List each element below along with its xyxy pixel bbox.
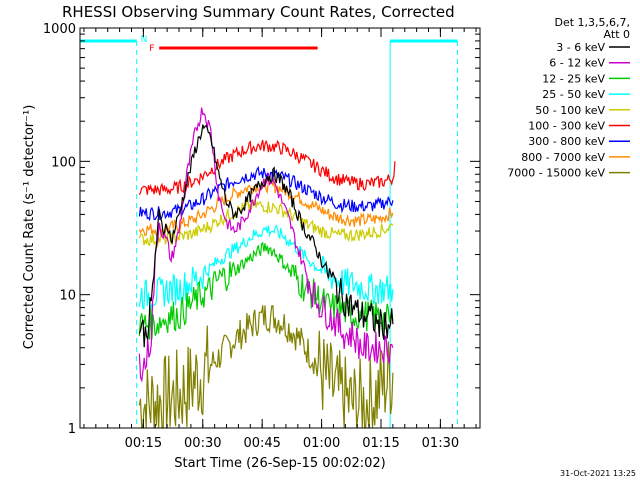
x-tick-label: 00:15: [125, 436, 162, 451]
legend-label: 12 - 25 keV: [542, 72, 605, 85]
legend-label: 50 - 100 keV: [535, 104, 605, 117]
x-tick-label: 01:15: [362, 436, 399, 451]
legend: Det 1,3,5,6,7,Att 03 - 6 keV 6 - 12 keV 12…: [507, 16, 630, 180]
night-marker-label: N: [141, 35, 148, 45]
chart-title: RHESSI Observing Summary Count Rates, Co…: [62, 3, 455, 21]
x-tick-label: 00:45: [243, 436, 280, 451]
legend-label: 6 - 12 keV: [549, 57, 605, 70]
flare-marker-label: F: [149, 44, 154, 54]
y-axis-label: Corrected Count Rate (s⁻¹ detector⁻¹): [22, 105, 37, 350]
plot-frame: [79, 27, 481, 429]
x-tick-label: 00:30: [184, 436, 221, 451]
footer-date: 31-Oct-2021 13:25: [560, 469, 636, 478]
legend-header-line: Det 1,3,5,6,7,: [554, 16, 630, 29]
legend-label: 800 - 7000 keV: [521, 151, 605, 164]
legend-label: 25 - 50 keV: [542, 88, 605, 101]
series-line-4: [138, 198, 394, 249]
series-line-1: [138, 107, 394, 383]
y-tick-label: 1: [68, 422, 76, 437]
y-tick-label: 10: [59, 289, 76, 304]
legend-label: 100 - 300 keV: [528, 120, 605, 133]
legend-header-line: Att 0: [604, 28, 630, 41]
series-line-5: [138, 139, 396, 196]
legend-label: 300 - 800 keV: [528, 135, 605, 148]
series-line-0: [138, 124, 394, 348]
axes: 1 10 100 1000 00:15 00:30 00:45 01:00 01:15 01:30: [43, 22, 481, 451]
series-line-7: [138, 177, 394, 237]
legend-label: 3 - 6 keV: [556, 41, 605, 54]
series-line-2: [138, 241, 394, 340]
x-axis-label: Start Time (26-Sep-15 00:02:02): [174, 456, 385, 471]
y-tick-label: 1000: [43, 22, 76, 37]
x-tick-label: 01:00: [303, 436, 340, 451]
y-tick-label: 100: [51, 155, 76, 170]
legend-label: 7000 - 15000 keV: [507, 167, 605, 180]
x-tick-label: 01:30: [422, 436, 459, 451]
plot-area: FN: [79, 35, 458, 429]
series-line-8: [138, 305, 394, 429]
